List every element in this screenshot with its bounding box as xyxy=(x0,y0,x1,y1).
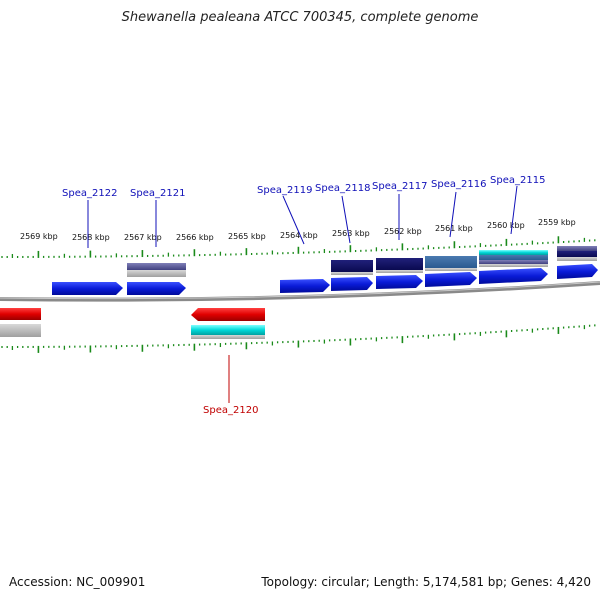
gene-arrow-spea-2118[interactable] xyxy=(331,277,373,291)
tick-label: 2560 kbp xyxy=(487,221,525,230)
tick-label: 2559 kbp xyxy=(538,218,576,227)
label-leaders xyxy=(87,185,518,403)
gene-label-spea-2120: Spea_2120 xyxy=(203,405,258,416)
gene-arrow-spea-2122[interactable] xyxy=(52,282,123,295)
tick-label: 2564 kbp xyxy=(280,231,318,240)
tick-label: 2567 kbp xyxy=(124,233,162,242)
gene-arrow-spea-2119[interactable] xyxy=(280,279,330,293)
gene-arrow-spea-2117[interactable] xyxy=(376,275,423,289)
tick-label: 2561 kbp xyxy=(435,224,473,233)
lower-tick-ruler xyxy=(1,324,596,353)
gene-arrow-spea-2116[interactable] xyxy=(425,272,477,287)
gene-label-spea-2117: Spea_2117 xyxy=(372,181,427,192)
gene-label-spea-2115: Spea_2115 xyxy=(490,175,545,186)
feature-blocks xyxy=(127,246,597,277)
map-title: Shewanella pealeana ATCC 700345, complet… xyxy=(121,10,479,25)
forward-genes xyxy=(52,264,598,295)
gene-arrow-spea-2120[interactable] xyxy=(191,308,265,321)
upper-tick-ruler xyxy=(1,236,596,258)
gene-label-spea-2119: Spea_2119 xyxy=(257,185,312,196)
gene-label-spea-2122: Spea_2122 xyxy=(62,188,117,199)
gene-arrow-spea-2121[interactable] xyxy=(127,282,186,295)
genome-backbone xyxy=(0,281,600,302)
gene-labels: Spea_2122 Spea_2121 Spea_2119 Spea_2118 … xyxy=(62,175,545,416)
topology-text: Topology: circular; Length: 5,174,581 bp… xyxy=(261,575,591,589)
tick-label: 2562 kbp xyxy=(384,227,422,236)
gene-label-spea-2121: Spea_2121 xyxy=(130,188,185,199)
rna-feature-spea-2120 xyxy=(191,325,265,335)
tick-label: 2568 kbp xyxy=(72,233,110,242)
tick-labels: 2569 kbp 2568 kbp 2567 kbp 2566 kbp 2565… xyxy=(20,218,576,242)
gene-label-spea-2116: Spea_2116 xyxy=(431,179,486,190)
gene-arrow-left-partial[interactable] xyxy=(0,308,41,320)
gene-arrow-next[interactable] xyxy=(557,264,598,279)
reverse-genes xyxy=(0,308,265,339)
gene-arrow-spea-2115[interactable] xyxy=(479,268,548,284)
tick-label: 2569 kbp xyxy=(20,232,58,241)
gene-label-spea-2118: Spea_2118 xyxy=(315,183,370,194)
accession-text: Accession: NC_009901 xyxy=(9,575,146,589)
tick-label: 2566 kbp xyxy=(176,233,214,242)
tick-label: 2563 kbp xyxy=(332,229,370,238)
tick-label: 2565 kbp xyxy=(228,232,266,241)
